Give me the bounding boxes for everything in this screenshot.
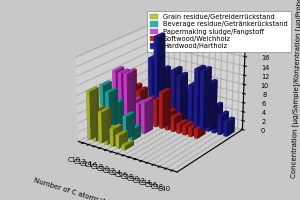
X-axis label: Number of C atoms/Anzahl der C-Atome: Number of C atoms/Anzahl der C-Atome: [33, 177, 168, 200]
Legend: Grain residue/Getreiderrückstand, Beverage residue/Getränkerückstand, Papermakin: Grain residue/Getreiderrückstand, Bevera…: [148, 11, 291, 52]
